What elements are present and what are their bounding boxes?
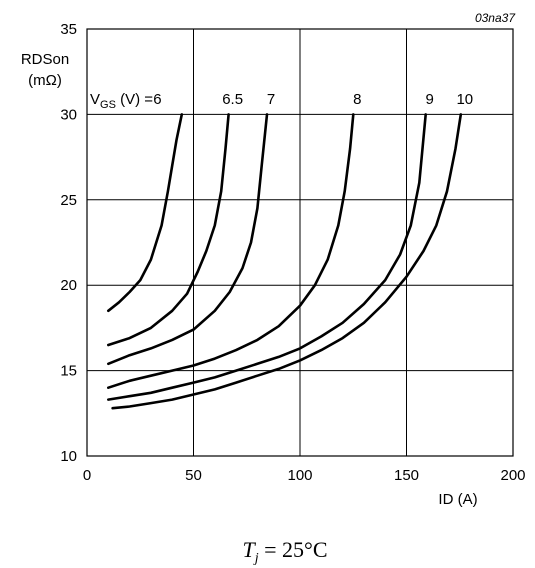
curve-vgs-8 bbox=[107, 113, 355, 389]
junction-temperature-condition: Tj = 25°C bbox=[242, 537, 327, 566]
x-tick-label: 200 bbox=[500, 467, 525, 484]
y-tick-label: 25 bbox=[60, 192, 77, 209]
curve-vgs-6 bbox=[107, 113, 184, 313]
y-tick-label: 35 bbox=[60, 21, 77, 38]
series-label-vgs-6: 6 bbox=[153, 91, 161, 108]
curve-vgs-9 bbox=[107, 113, 427, 401]
y-tick-label: 20 bbox=[60, 277, 77, 294]
y-tick-label: 15 bbox=[60, 363, 77, 380]
curve-vgs-10 bbox=[111, 113, 463, 410]
condition-j-subscript: j bbox=[253, 551, 259, 566]
text-labels: 03na37 RDSon (mΩ) ID (A) VGS (V) = Tj = … bbox=[21, 11, 526, 566]
x-tick-label: 100 bbox=[287, 467, 312, 484]
figure-reference: 03na37 bbox=[475, 11, 516, 25]
grid bbox=[86, 28, 514, 457]
series-label-vgs-10: 10 bbox=[456, 91, 473, 108]
series-label-vgs-7: 7 bbox=[267, 91, 275, 108]
x-tick-label: 0 bbox=[83, 467, 91, 484]
curve-vgs-6-5 bbox=[107, 113, 230, 347]
vgs-subscript: GS bbox=[100, 99, 116, 111]
y-tick-label: 10 bbox=[60, 448, 77, 465]
series-label-vgs-9: 9 bbox=[425, 91, 433, 108]
y-axis-label-line2: (mΩ) bbox=[28, 72, 62, 89]
curves bbox=[107, 113, 463, 410]
x-tick-label: 50 bbox=[185, 467, 202, 484]
series-label-vgs-8: 8 bbox=[353, 91, 361, 108]
series-label-vgs-6-5: 6.5 bbox=[222, 91, 243, 108]
condition-value: = 25°C bbox=[259, 537, 328, 562]
condition-t: T bbox=[242, 537, 256, 562]
vgs-unit: (V) = bbox=[116, 91, 153, 108]
y-axis-label-line1: RDSon bbox=[21, 51, 69, 68]
x-tick-label: 150 bbox=[394, 467, 419, 484]
y-tick-label: 30 bbox=[60, 106, 77, 123]
vgs-legend-prefix: VGS (V) = bbox=[90, 91, 153, 111]
vgs-v: V bbox=[90, 91, 100, 108]
x-axis-label: ID (A) bbox=[438, 491, 477, 508]
curve-vgs-7 bbox=[107, 113, 269, 366]
